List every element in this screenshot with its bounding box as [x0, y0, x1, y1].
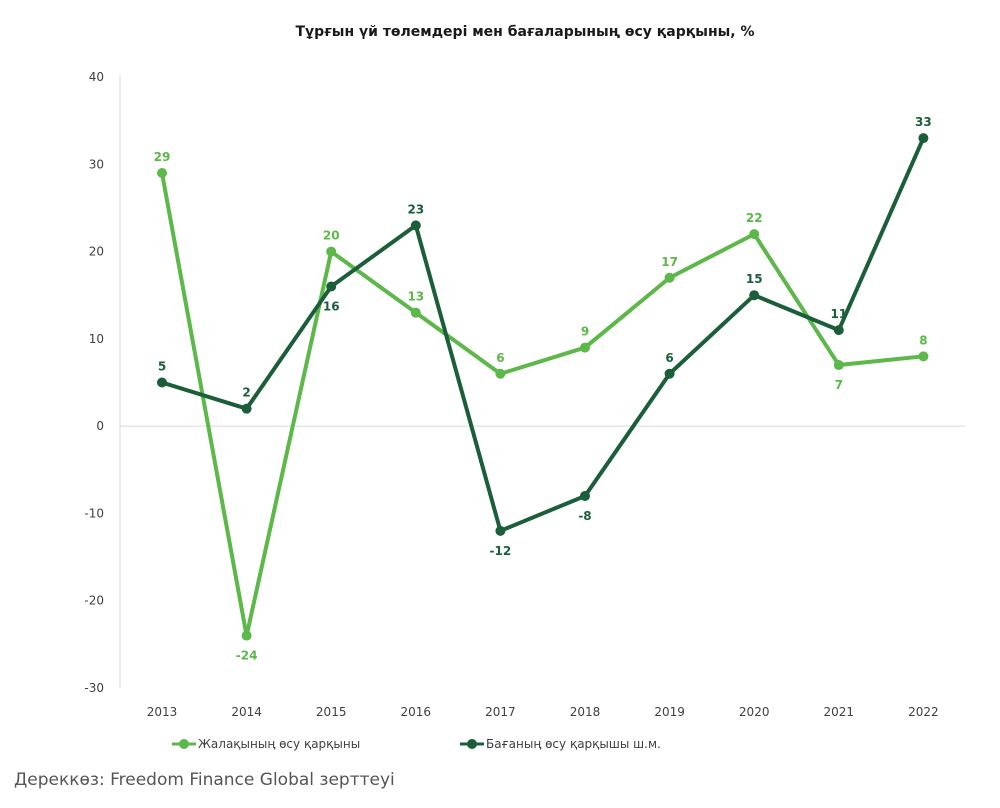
series-layer: 29 -24 20 13 6 9 17 22 7 8 5 2 16 23 -12 -8 6 15 11 33: [154, 115, 932, 663]
y-tick-label: -10: [84, 506, 104, 520]
legend: Жалақының өсу қарқыны Бағаның өсу қарқышы…: [172, 737, 661, 751]
data-label: 17: [661, 255, 678, 269]
data-label: 20: [323, 229, 340, 243]
data-label: 11: [830, 307, 847, 321]
data-point: [410, 220, 421, 231]
data-point: [749, 290, 760, 301]
data-point: [580, 342, 590, 353]
data-point: [157, 168, 167, 179]
series-line: [160, 171, 926, 638]
y-tick-label: -30: [84, 681, 104, 695]
data-point: [580, 490, 590, 501]
x-tick-label: 2013: [147, 705, 178, 719]
y-tick-label: 40: [89, 70, 104, 84]
data-label: 5: [158, 360, 166, 374]
data-point: [664, 368, 675, 379]
data-point: [918, 133, 929, 144]
data-label: 23: [407, 202, 424, 216]
series-line: [160, 136, 926, 533]
x-tick-label: 2020: [739, 705, 770, 719]
x-tick-label: 2022: [908, 705, 939, 719]
chart-svg: Тұрғын үй төлемдері мен бағаларының өсу …: [84, 24, 965, 751]
y-tick-label: 20: [89, 245, 104, 259]
data-point: [326, 246, 337, 257]
data-label: 29: [154, 150, 171, 164]
data-label: 33: [915, 115, 932, 129]
data-point: [241, 403, 252, 414]
legend-swatch-marker: [467, 739, 477, 749]
data-label: 15: [746, 272, 763, 286]
chart: Тұрғын үй төлемдері мен бағаларының өсу …: [84, 24, 965, 751]
y-tick-label: 10: [89, 332, 104, 346]
data-label: 9: [581, 325, 589, 339]
data-point: [495, 525, 506, 536]
data-label: 6: [496, 351, 504, 365]
x-tick-label: 2018: [570, 705, 601, 719]
x-tick-label: 2016: [401, 705, 432, 719]
data-label: 8: [919, 333, 927, 347]
legend-swatch-marker: [179, 739, 189, 749]
legend-label: Жалақының өсу қарқыны: [198, 737, 360, 751]
data-label: 2: [242, 386, 250, 400]
data-point: [918, 351, 929, 362]
x-tick-label: 2015: [316, 705, 347, 719]
chart-title: Тұрғын үй төлемдері мен бағаларының өсу …: [296, 24, 755, 40]
y-tick-label: 0: [96, 419, 104, 433]
data-point: [157, 377, 167, 388]
data-label: 6: [665, 351, 673, 365]
legend-label: Бағаның өсу қарқышы ш.м.: [486, 737, 661, 751]
data-point: [833, 325, 844, 336]
data-label: -12: [490, 544, 512, 558]
data-point: [410, 307, 421, 318]
series-2: 5 2 16 23 -12 -8 6 15 11 33: [157, 115, 932, 558]
x-tick-label: 2021: [824, 705, 855, 719]
source-note: Дереккөз: Freedom Finance Global зерттеу…: [14, 770, 395, 790]
data-point: [326, 281, 337, 292]
data-point: [749, 229, 760, 240]
data-label: -8: [578, 509, 591, 523]
series-1: 29 -24 20 13 6 9 17 22 7 8: [154, 150, 929, 663]
data-label: 13: [407, 290, 424, 304]
data-label: -24: [236, 649, 258, 663]
data-point: [833, 360, 844, 371]
data-point: [495, 368, 506, 379]
data-label: 7: [835, 378, 843, 392]
y-tick-label: -20: [84, 594, 104, 608]
x-tick-labels: 2013 2014 2015 2016 2017 2018 2019 2020 2021 2022: [147, 705, 939, 719]
data-point: [664, 272, 675, 283]
data-label: 22: [746, 211, 763, 225]
x-tick-label: 2017: [485, 705, 516, 719]
data-label: 16: [323, 299, 340, 313]
x-tick-label: 2014: [231, 705, 262, 719]
y-tick-label: 30: [89, 157, 104, 171]
y-tick-labels: 40 30 20 10 0 -10 -20 -30: [84, 70, 104, 695]
x-tick-label: 2019: [654, 705, 685, 719]
data-point: [241, 630, 252, 641]
